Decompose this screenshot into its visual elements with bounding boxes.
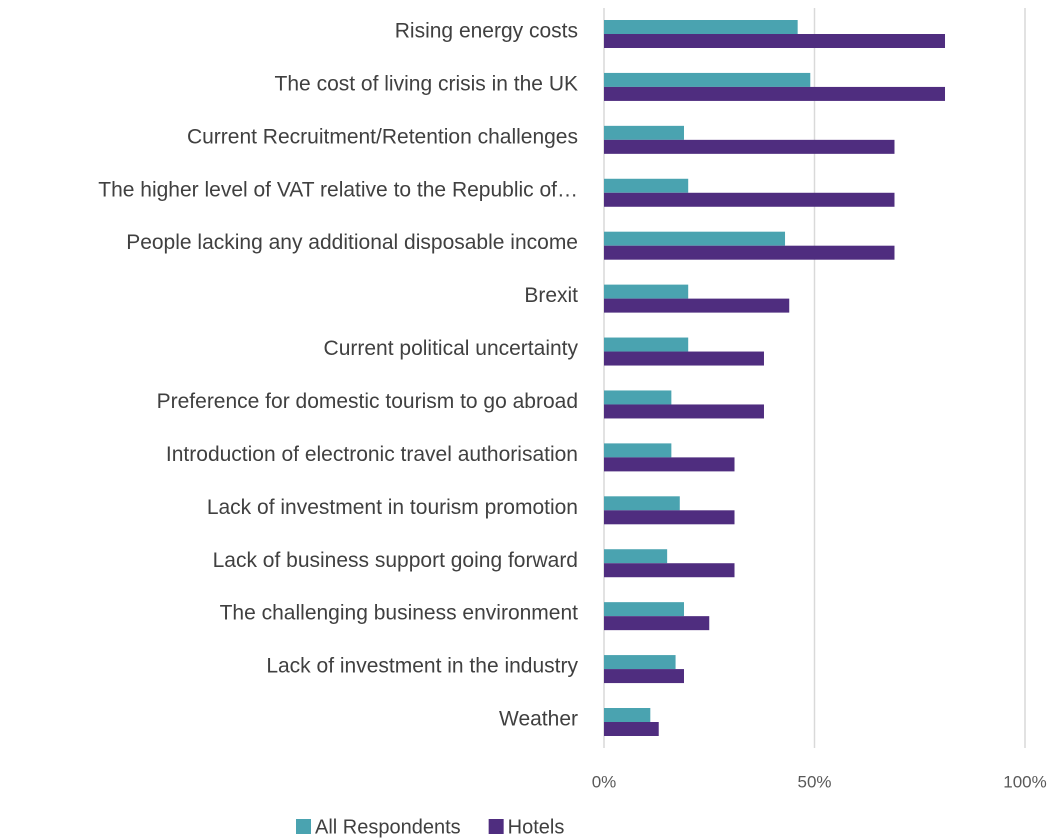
legend-swatch xyxy=(296,819,311,834)
bar xyxy=(604,616,710,631)
y-tick-label: Weather xyxy=(499,708,578,731)
bar xyxy=(604,510,735,525)
bar xyxy=(604,496,680,511)
x-tick-label: 100% xyxy=(1003,772,1046,791)
bar xyxy=(604,337,689,352)
bar xyxy=(604,125,684,140)
bar xyxy=(604,457,735,472)
y-tick-label: Lack of investment in tourism promotion xyxy=(207,496,578,519)
bar xyxy=(604,708,651,722)
bar xyxy=(604,139,895,154)
bar xyxy=(604,390,672,405)
bar xyxy=(604,549,668,564)
legend-swatch xyxy=(488,819,504,834)
bar xyxy=(604,178,689,193)
y-tick-label: Current Recruitment/Retention challenges xyxy=(187,125,578,148)
bar xyxy=(604,86,946,101)
bar xyxy=(604,34,946,48)
legend-label: Hotels xyxy=(508,816,565,838)
bar xyxy=(604,722,659,736)
bar xyxy=(604,563,735,578)
x-tick-label: 50% xyxy=(797,772,831,791)
y-tick-label: Lack of investment in the industry xyxy=(266,655,578,678)
bar xyxy=(604,351,764,366)
y-tick-label: The higher level of VAT relative to the … xyxy=(98,178,578,201)
bar xyxy=(604,404,764,419)
bar xyxy=(604,669,684,684)
y-tick-label: Preference for domestic tourism to go ab… xyxy=(157,390,578,413)
y-tick-label: Lack of business support going forward xyxy=(213,549,578,572)
legend-label: All Respondents xyxy=(315,816,461,838)
y-tick-label: The cost of living crisis in the UK xyxy=(275,72,578,95)
bar xyxy=(604,245,895,260)
bar xyxy=(604,20,798,34)
y-tick-label: Rising energy costs xyxy=(395,20,578,43)
bar xyxy=(604,298,790,313)
bar xyxy=(604,284,689,299)
x-tick-label: 0% xyxy=(592,772,617,791)
bar xyxy=(604,72,811,87)
y-tick-label: Current political uncertainty xyxy=(324,337,579,360)
y-tick-label: Brexit xyxy=(524,284,578,307)
bar xyxy=(604,602,684,617)
bar xyxy=(604,443,672,458)
y-tick-label: People lacking any additional disposable… xyxy=(126,231,578,254)
y-tick-label: The challenging business environment xyxy=(220,602,579,625)
bar xyxy=(604,655,676,670)
y-tick-label: Introduction of electronic travel author… xyxy=(166,443,578,466)
bar xyxy=(604,231,786,246)
bar xyxy=(604,192,895,207)
